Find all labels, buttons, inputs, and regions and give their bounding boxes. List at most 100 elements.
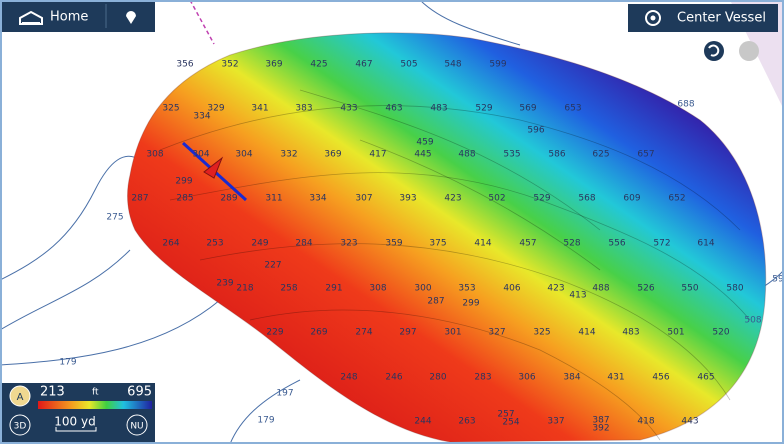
- depth-sounding: 253: [206, 239, 223, 249]
- depth-sounding: 488: [458, 150, 475, 160]
- depth-sounding: 369: [265, 60, 282, 70]
- depth-sounding: 248: [340, 373, 357, 383]
- view-label: 3D: [14, 422, 27, 432]
- depth-sounding: 311: [265, 194, 282, 204]
- depth-sounding: 289: [220, 194, 237, 204]
- legend-unit: ft: [92, 388, 99, 398]
- depth-sounding: 280: [429, 373, 446, 383]
- undo-icon: [708, 44, 720, 57]
- depth-sounding: 249: [251, 239, 268, 249]
- undo-button[interactable]: [704, 41, 724, 61]
- depth-sounding: 269: [310, 328, 327, 338]
- depth-sounding: 308: [146, 150, 163, 160]
- depth-sounding: 291: [325, 284, 342, 294]
- depth-sounding: 548: [444, 60, 461, 70]
- depth-sounding: 218: [236, 284, 253, 294]
- center-icon[interactable]: [645, 10, 661, 26]
- depth-sounding: 550: [681, 284, 698, 294]
- depth-sounding: 323: [340, 239, 357, 249]
- chart-depth: 275: [106, 213, 123, 223]
- waypoint-button[interactable]: [126, 11, 136, 24]
- depth-sounding: 383: [295, 104, 312, 114]
- depth-sounding: 652: [668, 194, 685, 204]
- depth-sounding: 529: [475, 104, 492, 114]
- depth-sounding: 283: [474, 373, 491, 383]
- depth-sounding: 457: [519, 239, 536, 249]
- depth-sounding: 304: [235, 150, 252, 160]
- bathymetry-area: [126, 32, 767, 443]
- depth-sounding: 423: [444, 194, 461, 204]
- depth-sounding: 341: [251, 104, 268, 114]
- redo-button[interactable]: [739, 41, 759, 61]
- depth-sounding: 568: [578, 194, 595, 204]
- depth-sounding: 406: [503, 284, 520, 294]
- depth-sounding: 586: [548, 150, 565, 160]
- depth-sounding: 535: [503, 150, 520, 160]
- view-button[interactable]: [9, 414, 31, 436]
- depth-sounding: 274: [355, 328, 372, 338]
- orientation-button[interactable]: [126, 414, 148, 436]
- depth-sounding: 599: [489, 60, 506, 70]
- depth-sounding: 297: [399, 328, 416, 338]
- depth-sounding: 325: [533, 328, 550, 338]
- depth-sounding: 393: [399, 194, 416, 204]
- depth-sounding: 287: [427, 297, 444, 307]
- depth-sounding: 307: [355, 194, 372, 204]
- depth-sounding: 483: [430, 104, 447, 114]
- depth-sounding: 502: [488, 194, 505, 204]
- depth-sounding: 246: [385, 373, 402, 383]
- auto-range-button[interactable]: [9, 385, 31, 407]
- home-icon[interactable]: [19, 10, 43, 25]
- depth-sounding: 263: [458, 417, 475, 427]
- depth-sounding: 244: [414, 417, 431, 427]
- depth-sounding: 257: [497, 410, 514, 420]
- depth-sounding: 505: [400, 60, 417, 70]
- depth-sounding: 418: [637, 417, 654, 427]
- home-button[interactable]: Home: [50, 10, 88, 25]
- depth-sounding: 467: [355, 60, 372, 70]
- depth-sounding: 463: [385, 104, 402, 114]
- depth-sounding: 614: [697, 239, 714, 249]
- depth-sounding: 414: [474, 239, 491, 249]
- depth-sounding: 254: [502, 418, 519, 428]
- depth-sounding: 425: [310, 60, 327, 70]
- legend-min: 213: [40, 385, 65, 400]
- chart-depth: 508: [744, 316, 761, 326]
- chart-depth: 59: [772, 275, 784, 285]
- depth-sounding: 414: [578, 328, 595, 338]
- depth-sounding: 423: [547, 284, 564, 294]
- depth-sounding: 325: [162, 104, 179, 114]
- depth-sounding: 459: [416, 138, 433, 148]
- center-vessel-button[interactable]: Center Vessel: [677, 11, 766, 26]
- depth-sounding: 529: [533, 194, 550, 204]
- depth-sounding: 596: [527, 126, 544, 136]
- depth-sounding: 287: [131, 194, 148, 204]
- depth-sounding: 284: [295, 239, 312, 249]
- depth-sounding: 334: [309, 194, 326, 204]
- depth-sounding: 285: [176, 194, 193, 204]
- depth-sounding: 625: [592, 150, 609, 160]
- route-line: [189, 0, 215, 45]
- depth-sounding: 445: [414, 150, 431, 160]
- legend-scale: [38, 401, 152, 409]
- auto-range-label: A: [17, 392, 24, 403]
- depth-sounding: 456: [652, 373, 669, 383]
- depth-sounding: 483: [622, 328, 639, 338]
- depth-sounding: 369: [324, 150, 341, 160]
- depth-sounding: 488: [592, 284, 609, 294]
- scale-bar: [55, 427, 97, 432]
- depth-sounding: 227: [264, 261, 281, 271]
- depth-sounding: 300: [414, 284, 431, 294]
- depth-sounding: 299: [462, 299, 479, 309]
- depth-sounding: 306: [518, 373, 535, 383]
- chart-depth: 688: [677, 100, 694, 110]
- depth-sounding: 528: [563, 239, 580, 249]
- depth-sounding: 334: [193, 112, 210, 122]
- depth-sounding: 526: [637, 284, 654, 294]
- depth-sounding: 327: [488, 328, 505, 338]
- depth-sounding: 229: [266, 328, 283, 338]
- depth-sounding: 332: [280, 150, 297, 160]
- depth-sounding: 304: [192, 150, 209, 160]
